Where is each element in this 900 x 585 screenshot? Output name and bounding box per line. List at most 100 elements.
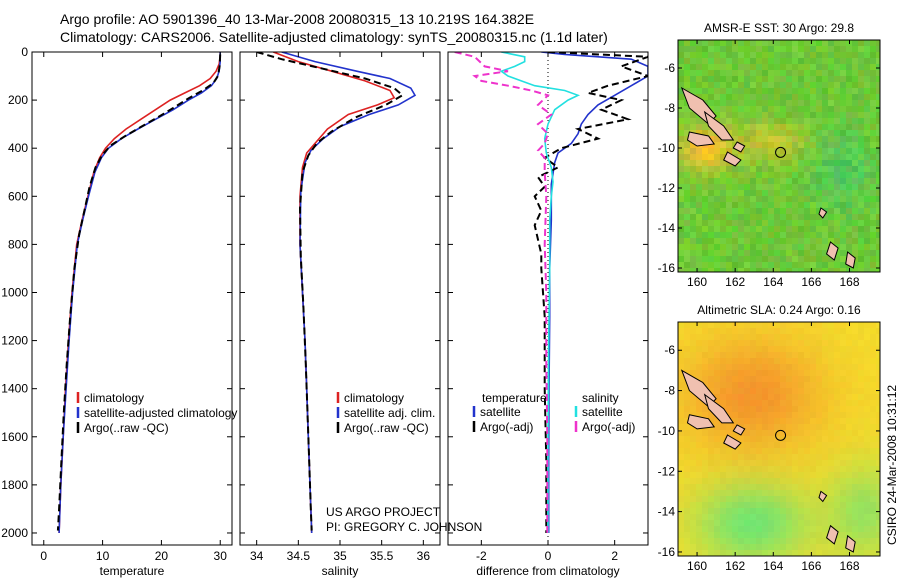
sst-cell bbox=[810, 142, 817, 149]
sst-cell bbox=[876, 238, 880, 245]
sst-cell bbox=[762, 118, 769, 125]
sla-cell bbox=[810, 454, 817, 461]
sla-cell bbox=[738, 340, 745, 347]
sla-cell bbox=[726, 334, 733, 341]
sla-cell bbox=[768, 472, 775, 479]
sst-cell bbox=[684, 70, 691, 77]
sst-cell bbox=[798, 148, 805, 155]
sst-cell bbox=[756, 136, 763, 143]
sst-cell bbox=[702, 226, 709, 233]
sla-cell bbox=[852, 358, 859, 365]
sst-cell bbox=[840, 94, 847, 101]
sla-cell bbox=[678, 376, 685, 383]
sla-cell bbox=[750, 532, 757, 539]
sst-cell bbox=[738, 64, 745, 71]
sla-cell bbox=[876, 406, 880, 413]
sst-cell bbox=[678, 88, 685, 95]
sla-cell bbox=[768, 370, 775, 377]
sst-cell bbox=[780, 136, 787, 143]
sla-cell bbox=[870, 442, 877, 449]
sst-cell bbox=[750, 166, 757, 173]
sst-cell bbox=[792, 238, 799, 245]
sst-cell bbox=[780, 70, 787, 77]
sst-cell bbox=[714, 88, 721, 95]
sla-cell bbox=[786, 532, 793, 539]
sst-cell bbox=[804, 112, 811, 119]
sst-cell bbox=[732, 88, 739, 95]
sla-cell bbox=[786, 466, 793, 473]
sla-cell bbox=[750, 376, 757, 383]
sst-cell bbox=[756, 130, 763, 137]
sla-cell bbox=[708, 412, 715, 419]
sst-cell bbox=[864, 172, 871, 179]
sst-cell bbox=[876, 160, 880, 167]
sla-cell bbox=[708, 364, 715, 371]
sla-cell bbox=[786, 544, 793, 551]
sst-cell bbox=[738, 184, 745, 191]
sst-cell bbox=[810, 262, 817, 269]
sla-cell bbox=[792, 412, 799, 419]
sst-cell bbox=[744, 250, 751, 257]
sst-cell bbox=[834, 202, 841, 209]
sst-cell bbox=[684, 76, 691, 83]
sla-cell bbox=[816, 412, 823, 419]
sst-cell bbox=[798, 94, 805, 101]
sla-cell bbox=[846, 334, 853, 341]
sla-cell bbox=[858, 526, 865, 533]
sla-cell bbox=[864, 322, 871, 329]
sst-cell bbox=[834, 154, 841, 161]
sla-cell bbox=[762, 490, 769, 497]
sla-cell bbox=[852, 424, 859, 431]
sla-cell bbox=[756, 484, 763, 491]
sst-cell bbox=[714, 250, 721, 257]
sst-cell bbox=[822, 250, 829, 257]
sst-cell bbox=[828, 178, 835, 185]
sst-cell bbox=[684, 190, 691, 197]
sla-cell bbox=[768, 436, 775, 443]
sst-cell bbox=[756, 58, 763, 65]
sst-cell bbox=[834, 70, 841, 77]
diff-series-2 bbox=[499, 52, 581, 533]
sla-cell bbox=[828, 352, 835, 359]
sla-cell bbox=[768, 418, 775, 425]
sla-cell bbox=[780, 346, 787, 353]
sst-cell bbox=[774, 238, 781, 245]
sla-cell bbox=[786, 502, 793, 509]
sla-cell bbox=[696, 322, 703, 329]
sst-cell bbox=[780, 268, 787, 272]
sst-cell bbox=[858, 118, 865, 125]
sst-cell bbox=[816, 202, 823, 209]
sal-xtick-label: 35 bbox=[333, 549, 347, 563]
sla-cell bbox=[714, 544, 721, 551]
sla-cell bbox=[738, 466, 745, 473]
sla-cell bbox=[822, 478, 829, 485]
sst-cell bbox=[786, 64, 793, 71]
sst-cell bbox=[696, 64, 703, 71]
sst-cell bbox=[852, 106, 859, 113]
temp-ytick-label: 800 bbox=[8, 237, 28, 251]
sst-cell bbox=[834, 118, 841, 125]
sst-cell bbox=[828, 154, 835, 161]
sla-cell bbox=[792, 526, 799, 533]
sla-cell bbox=[756, 496, 763, 503]
sst-cell bbox=[780, 184, 787, 191]
sla-cell bbox=[708, 334, 715, 341]
sla-cell bbox=[732, 496, 739, 503]
sla-cell bbox=[834, 460, 841, 467]
sla-cell bbox=[738, 502, 745, 509]
sst-cell bbox=[810, 232, 817, 239]
sst-cell bbox=[774, 46, 781, 53]
sla-cell bbox=[780, 466, 787, 473]
temp-series-0 bbox=[58, 52, 221, 534]
sla-cell bbox=[852, 472, 859, 479]
sst-cell bbox=[858, 214, 865, 221]
sla-cell bbox=[696, 328, 703, 335]
sst-cell bbox=[876, 256, 880, 263]
sst-cell bbox=[750, 250, 757, 257]
sla-cell bbox=[786, 376, 793, 383]
sst-cell bbox=[798, 82, 805, 89]
sst-cell bbox=[840, 130, 847, 137]
sla-cell bbox=[810, 418, 817, 425]
sst-cell bbox=[822, 94, 829, 101]
sla-cell bbox=[858, 322, 865, 329]
